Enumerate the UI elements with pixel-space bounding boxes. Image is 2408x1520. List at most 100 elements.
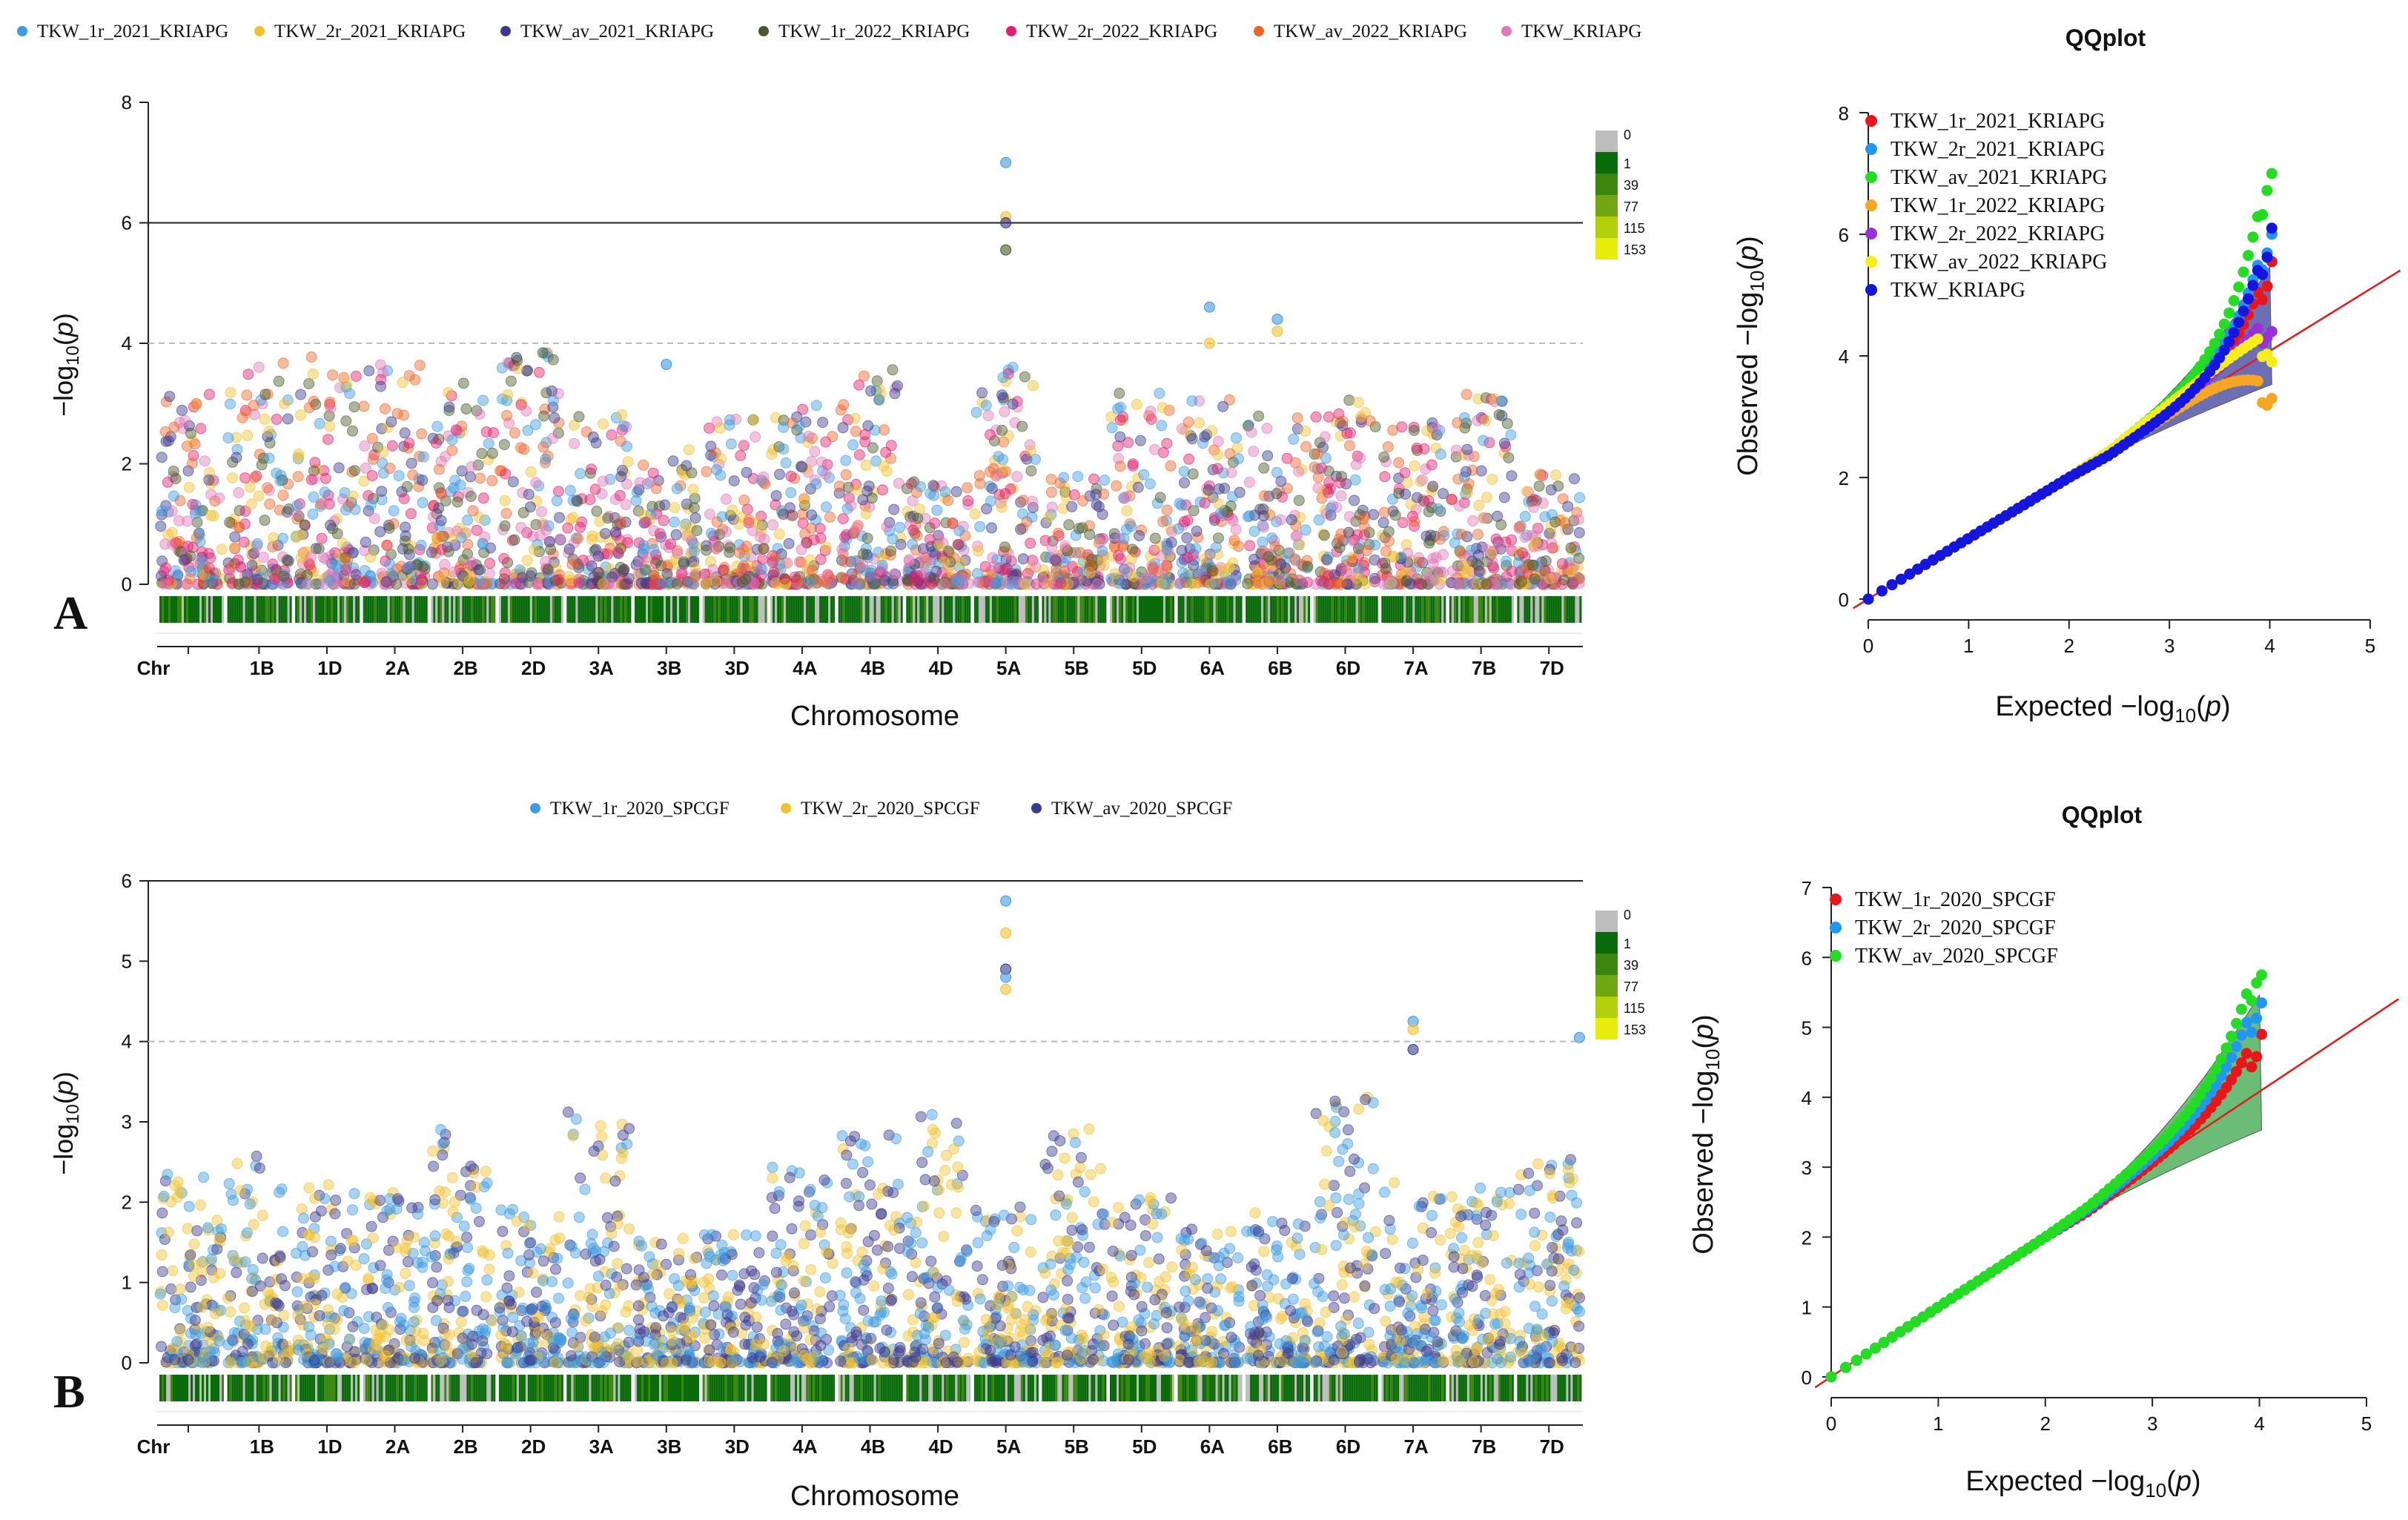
snp-point	[501, 409, 512, 421]
density-bin	[238, 596, 241, 623]
qq-point	[2257, 294, 2269, 305]
snp-point	[520, 405, 532, 417]
snp-point	[1503, 452, 1515, 463]
snp-point	[1085, 560, 1096, 572]
density-bin	[400, 596, 403, 623]
snp-point	[483, 1263, 495, 1275]
snp-point	[1016, 420, 1028, 432]
snp-point	[256, 459, 268, 471]
snp-point	[930, 565, 942, 577]
snp-point	[1017, 508, 1029, 520]
density-bin	[306, 596, 309, 623]
snp-point	[329, 1208, 341, 1220]
density-bin	[473, 596, 476, 623]
snp-point	[316, 532, 328, 544]
snp-point	[430, 437, 442, 449]
density-bin	[1123, 596, 1125, 623]
density-bin	[655, 596, 657, 623]
qq-point	[1862, 593, 1874, 605]
snp-point	[465, 1160, 477, 1172]
density-bin	[1458, 596, 1461, 623]
y-tick-label: 0	[122, 1352, 132, 1374]
qq-point	[2252, 323, 2263, 334]
density-bin	[973, 596, 976, 623]
chromosome-label: 7D	[1540, 657, 1564, 679]
snp-point	[1343, 394, 1355, 406]
snp-point	[426, 1251, 437, 1263]
density-bin	[231, 596, 234, 623]
density-bin	[219, 596, 222, 623]
density-bin	[968, 596, 971, 623]
qq-y-tick-label: 6	[1839, 224, 1849, 246]
snp-point	[1274, 574, 1286, 586]
qq-point	[2223, 307, 2235, 319]
density-bin	[580, 596, 583, 623]
snp-point	[344, 388, 355, 400]
density-bin	[1259, 596, 1262, 623]
snp-point	[1134, 530, 1145, 541]
chromosome-label: 3D	[725, 657, 750, 679]
snp-point	[380, 1283, 391, 1295]
snp-point	[244, 481, 256, 493]
snp-point	[547, 394, 559, 406]
snp-point	[282, 413, 294, 425]
snp-point	[185, 1249, 196, 1260]
density-bin	[950, 596, 953, 623]
snp-point	[1045, 486, 1057, 498]
density-bin	[1546, 596, 1549, 623]
snp-point	[538, 1255, 549, 1267]
snp-point	[359, 1337, 371, 1349]
density-bin	[1268, 596, 1271, 623]
snp-point	[1451, 578, 1463, 590]
snp-point	[176, 546, 188, 558]
snp-point	[1471, 578, 1483, 589]
density-bin	[405, 596, 408, 623]
density-bin	[254, 596, 257, 623]
density-bin	[1204, 596, 1207, 623]
snp-point	[486, 447, 498, 459]
density-bin	[713, 596, 716, 623]
snp-point	[481, 1177, 493, 1189]
density-bin	[1206, 596, 1209, 623]
snp-point	[154, 1288, 166, 1300]
snp-point	[1114, 431, 1126, 443]
snp-point	[303, 1321, 315, 1333]
density-bin	[724, 596, 727, 623]
density-bin	[1566, 596, 1569, 623]
snp-point	[614, 489, 626, 501]
snp-point	[515, 522, 527, 533]
snp-point	[416, 428, 428, 440]
snp-point	[216, 543, 228, 555]
snp-point	[816, 575, 828, 587]
snp-point	[277, 357, 289, 369]
snp-point	[160, 435, 172, 447]
snp-point	[225, 1306, 236, 1318]
snp-point	[1182, 515, 1194, 526]
snp-point	[291, 1286, 303, 1298]
snp-point	[586, 534, 598, 546]
density-bin	[744, 596, 747, 623]
density-bin	[1313, 596, 1316, 623]
snp-point	[586, 578, 598, 589]
snp-point	[443, 401, 455, 413]
density-bin	[781, 596, 784, 623]
density-bin	[1355, 596, 1358, 623]
density-bin	[1128, 596, 1130, 623]
snp-point	[706, 527, 717, 539]
density-bin	[797, 596, 800, 623]
density-bin	[512, 596, 515, 623]
snp-point	[1050, 555, 1062, 566]
snp-point	[1109, 568, 1121, 580]
snp-point	[676, 568, 687, 580]
snp-point	[449, 1196, 460, 1208]
snp-point	[796, 543, 807, 555]
snp-point	[1161, 504, 1173, 516]
density-bin	[704, 596, 707, 623]
qq-legend-label: TKW_2r_2021_KRIAPG	[1891, 138, 2105, 161]
density-bin	[376, 596, 379, 623]
snp-point	[1090, 489, 1102, 500]
snp-point	[299, 519, 311, 531]
snp-point	[382, 1302, 394, 1313]
manhattan-a-snp-density-strip	[156, 596, 1583, 634]
density-bin	[569, 596, 572, 623]
